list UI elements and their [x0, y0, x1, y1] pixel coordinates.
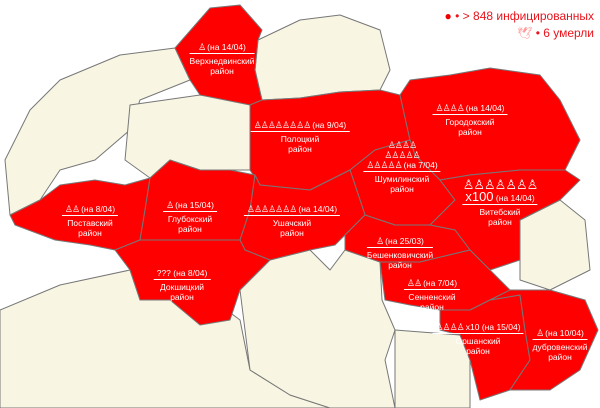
district-label-dubrovno: ♙ (на 10/04) дубровенский район	[532, 328, 588, 362]
date: (на 8/04)	[173, 268, 208, 278]
date: (на 14/04)	[465, 103, 505, 113]
multiplier: x10	[465, 322, 480, 332]
date: (на 15/04)	[175, 200, 214, 210]
district-label-dokshitsy: ??? (на 8/04) Докшицкий район	[153, 268, 211, 302]
district-name: Шумилинский	[374, 174, 430, 184]
multiplier: x100	[465, 189, 494, 204]
person-icon: ♙	[198, 42, 206, 52]
district-suffix: район	[170, 292, 194, 302]
district-name: Бешенковичский	[366, 250, 434, 260]
district-label-postavy: ♙♙ (на 8/04) Поставский район	[61, 204, 119, 238]
district-dokshitsy	[114, 239, 271, 326]
person-icon-row: ♙♙♙♙♙	[384, 150, 420, 160]
date: (на 7/04)	[423, 278, 458, 288]
date: (на 14/04)	[207, 42, 246, 52]
date: (на 14/04)	[495, 193, 535, 203]
person-icon: ♙♙♙♙	[435, 103, 465, 113]
district-suffix: район	[420, 302, 444, 312]
district-suffix: район	[466, 346, 490, 356]
district-name: Верхнедвинский	[189, 56, 255, 66]
dead-count: 6 умерли	[543, 26, 594, 40]
date: (на 14/04)	[298, 204, 338, 214]
district-name: Городокский	[445, 117, 495, 127]
district-suffix: район	[388, 260, 412, 270]
district-unaffected	[239, 249, 396, 408]
legend-dead: 🕊 • 6 умерли	[517, 26, 594, 40]
district-label-shumilino: ♙♙♙♙ ♙♙♙♙♙ ♙♙♙♙♙ (на 7/04) Шумилинский район	[363, 140, 441, 194]
virus-icon: ●	[444, 9, 452, 23]
district-name: Сенненский	[408, 292, 456, 302]
date: (на 7/04)	[403, 160, 438, 170]
district-suffix: район	[210, 66, 234, 76]
district-label-orsha: ♙♙♙♙ x10 (на 15/04) Оршанский район	[432, 322, 524, 356]
district-label-gorodok: ♙♙♙♙ (на 14/04) Городокский район	[432, 103, 508, 137]
multiplier: ???	[156, 268, 171, 278]
district-name: Оршанский	[455, 336, 501, 346]
district-suffix: район	[488, 217, 512, 227]
date: (на 9/04)	[312, 120, 347, 130]
district-label-verkhnedvinsk: ♙ (на 14/04) Верхнедвинский район	[189, 42, 255, 76]
legend-infected: ● • > 848 инфицированных	[445, 9, 594, 23]
district-label-glubokoe: ♙ (на 15/04) Глубокский район	[163, 200, 217, 234]
district-name: Витебский	[479, 207, 521, 217]
district-label-polotsk: ♙♙♙♙♙♙♙♙ (на 9/04) Полоцкий район	[250, 120, 350, 154]
infected-count: > 848 инфицированных	[462, 9, 594, 23]
district-name: Поставский	[67, 218, 113, 228]
district-unaffected	[0, 269, 331, 408]
district-label-vitebsk: ♙♙♙♙♙♙♙ x100 (на 14/04) Витебский район	[462, 177, 539, 227]
bullet: •	[535, 26, 540, 40]
district-label-senno: ♙♙ (на 7/04) Сенненский район	[403, 278, 461, 312]
district-label-ushachi: ♙♙♙♙♙♙♙ (на 14/04) Ушачский район	[243, 204, 341, 238]
bullet: •	[455, 9, 460, 23]
district-unaffected	[394, 329, 471, 408]
district-verkhnedvinsk	[174, 4, 263, 106]
date: (на 8/04)	[81, 204, 116, 214]
district-dubrovno	[489, 289, 599, 391]
district-suffix: район	[178, 224, 202, 234]
person-icon: ♙♙	[64, 204, 80, 214]
person-icon: ♙	[166, 200, 174, 210]
district-name: Докшицкий	[160, 282, 204, 292]
district-unaffected	[254, 14, 391, 101]
person-icon: ♙♙♙♙♙	[366, 160, 402, 170]
district-label-beshenkovichi: ♙ (на 25/03) Бешенковичский район	[366, 236, 434, 270]
district-unaffected	[124, 94, 256, 179]
district-suffix: район	[78, 228, 102, 238]
district-suffix: район	[288, 144, 312, 154]
district-suffix: район	[458, 127, 482, 137]
person-icon-row: ♙♙♙♙♙♙♙	[462, 177, 539, 192]
district-suffix: район	[548, 352, 572, 362]
date: (на 15/04)	[481, 322, 521, 332]
district-name: Ушачский	[272, 218, 312, 228]
district-name: дубровенский	[532, 342, 588, 352]
district-suffix: район	[280, 228, 304, 238]
district-name: Полоцкий	[280, 134, 320, 144]
person-icon: ♙♙♙♙♙♙♙♙	[253, 120, 312, 130]
person-icon: ♙♙♙♙♙♙♙	[246, 204, 297, 214]
district-name: Глубокский	[167, 214, 213, 224]
date: (на 25/03)	[385, 236, 424, 246]
person-icon: ♙	[376, 236, 384, 246]
person-icon: ♙♙♙♙	[435, 322, 464, 332]
date: (на 10/04)	[545, 328, 584, 338]
person-icon-row: ♙♙♙♙	[387, 140, 417, 150]
dove-icon: 🕊	[517, 26, 533, 40]
district-suffix: район	[390, 184, 414, 194]
person-icon: ♙	[536, 328, 544, 338]
person-icon: ♙♙	[406, 278, 422, 288]
district-beshenkovichi	[344, 214, 471, 263]
